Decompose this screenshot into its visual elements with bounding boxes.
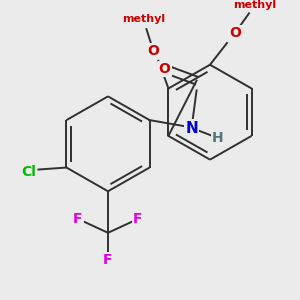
Text: Cl: Cl [21,166,36,179]
Text: O: O [159,62,170,76]
Text: methyl: methyl [122,14,165,24]
Text: F: F [133,212,143,226]
Text: O: O [229,26,241,40]
Text: F: F [73,212,83,226]
Text: methyl: methyl [233,0,277,11]
Text: N: N [185,121,198,136]
Text: O: O [148,44,159,58]
Text: H: H [212,131,224,145]
Text: F: F [103,254,113,268]
